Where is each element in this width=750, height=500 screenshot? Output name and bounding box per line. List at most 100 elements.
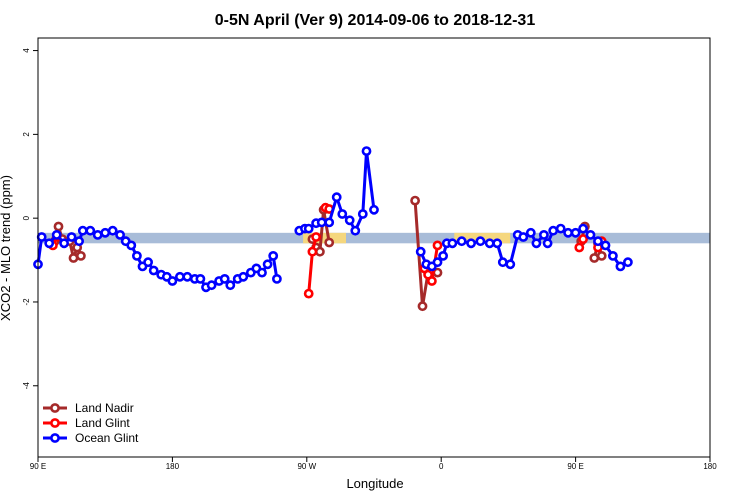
ocean-glint-point — [608, 250, 618, 261]
land-nadir-point — [417, 301, 428, 312]
ocean-glint-point — [570, 227, 581, 238]
land-glint-point — [578, 234, 588, 244]
x-tick-label: 180 — [166, 462, 180, 471]
ocean-glint-point — [100, 227, 111, 238]
x-tick-label: 90 W — [297, 462, 316, 471]
ocean-glint-point — [555, 223, 566, 234]
y-tick-label: 2 — [22, 132, 31, 137]
y-tick-label: -2 — [22, 298, 31, 306]
land-glint-point — [426, 276, 437, 286]
y-tick-label: -4 — [22, 382, 31, 390]
land-glint-point — [303, 288, 314, 299]
ocean-glint-point — [497, 257, 508, 268]
legend-marker-land-nadir — [50, 403, 60, 413]
legend-label-land-glint: Land Glint — [75, 416, 130, 430]
ocean-glint-point — [369, 204, 379, 215]
ocean-glint-point — [143, 257, 153, 268]
ocean-glint-point — [456, 236, 467, 247]
ocean-glint-point — [600, 240, 611, 251]
ocean-glint-point — [337, 209, 348, 219]
ocean-glint-point — [331, 192, 342, 203]
land-glint-point — [311, 232, 321, 242]
legend-label-ocean-glint: Ocean Glint — [75, 431, 139, 445]
ocean-glint-point — [66, 232, 77, 242]
legend-marker-land-glint — [50, 418, 60, 428]
ocean-glint-point — [578, 223, 588, 234]
ocean-glint-point — [593, 236, 603, 247]
x-tick-label: 180 — [703, 462, 717, 471]
ocean-glint-point — [350, 225, 361, 236]
ocean-glint-point — [92, 229, 103, 240]
ocean-glint-point — [206, 280, 217, 291]
y-axis-label: XCO2 - MLO trend (ppm) — [0, 175, 13, 321]
ocean-glint-point — [585, 229, 596, 240]
ocean-glint-point — [344, 215, 355, 226]
legend-label-land-nadir: Land Nadir — [75, 401, 134, 415]
ocean-glint-point — [548, 225, 559, 236]
land-nadir-point — [76, 250, 86, 261]
band-0 — [38, 232, 710, 244]
ocean-glint-point — [447, 238, 458, 249]
y-axis: 4 2 0 -2 -4 — [22, 48, 38, 390]
x-axis: 90 E 180 90 W 0 90 E 180 — [30, 457, 717, 471]
land-nadir-point — [314, 246, 325, 257]
ocean-glint-point — [131, 250, 142, 261]
ocean-glint-point — [484, 238, 495, 249]
ocean-glint-point — [271, 273, 282, 284]
ocean-glint-point — [466, 238, 476, 249]
ocean-glint-point — [615, 261, 626, 272]
ocean-glint-point — [262, 259, 273, 270]
ocean-glint-point — [432, 257, 443, 268]
ocean-glint-point — [85, 225, 96, 236]
ocean-glint-point — [182, 271, 193, 282]
chart-title: 0-5N April (Ver 9) 2014-09-06 to 2018-12… — [215, 12, 536, 29]
land-nadir-point — [324, 237, 335, 248]
land-nadir-point — [410, 195, 420, 206]
legend-marker-ocean-glint — [50, 433, 60, 443]
y-tick-label: 0 — [22, 215, 31, 220]
land-nadir-point — [53, 221, 64, 232]
ocean-glint-point — [518, 232, 529, 242]
land-glint-point — [432, 240, 443, 251]
ocean-glint-point — [225, 280, 236, 291]
ocean-glint-point — [324, 217, 335, 228]
ocean-glint-point — [492, 238, 503, 249]
ocean-glint-point — [36, 232, 47, 242]
ocean-glint-point — [195, 273, 206, 284]
ocean-glint-point — [505, 259, 516, 270]
x-tick-label: 90 E — [567, 462, 583, 471]
x-tick-label: 0 — [439, 462, 444, 471]
ocean-glint-point — [415, 246, 426, 257]
band-1 — [303, 232, 346, 244]
land-glint-point — [307, 246, 318, 257]
ocean-glint-point — [44, 238, 55, 249]
ocean-glint-point — [77, 225, 88, 236]
ocean-glint-point — [167, 276, 178, 286]
ocean-glint-point — [525, 227, 536, 238]
ocean-glint-point — [316, 217, 327, 228]
ocean-glint-point — [238, 271, 249, 282]
x-tick-label: 90 E — [30, 462, 46, 471]
ocean-glint-point — [51, 229, 62, 240]
plot-area — [33, 146, 710, 312]
ocean-glint-point — [74, 236, 84, 247]
ocean-glint-point — [475, 236, 486, 247]
ocean-glint-point — [115, 229, 125, 240]
ocean-glint-point — [623, 257, 633, 268]
ocean-glint-point — [357, 209, 368, 219]
ocean-glint-point — [563, 227, 573, 238]
ocean-glint-point — [361, 146, 372, 156]
y-tick-label: 4 — [22, 48, 31, 53]
land-nadir-point — [596, 250, 607, 261]
ocean-glint-point — [542, 238, 553, 249]
ocean-glint-point — [219, 273, 230, 284]
land-glint-point — [574, 242, 585, 253]
ocean-glint-point — [438, 250, 448, 261]
ocean-glint-point — [531, 238, 542, 249]
ocean-glint-point — [257, 267, 267, 278]
ocean-glint-point — [268, 250, 279, 261]
ocean-glint-point — [539, 229, 549, 240]
ocean-glint-point — [148, 265, 159, 276]
